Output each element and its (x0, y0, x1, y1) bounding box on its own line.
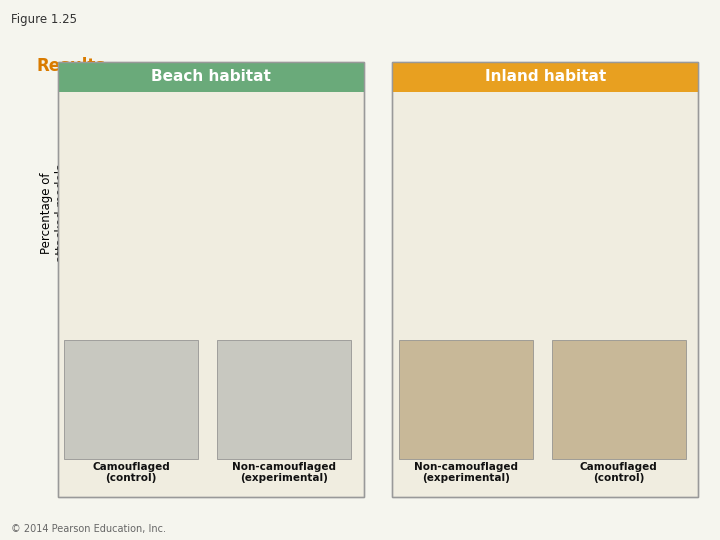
Y-axis label: Percentage of
attacked models: Percentage of attacked models (40, 164, 68, 262)
Text: © 2014 Pearson Education, Inc.: © 2014 Pearson Education, Inc. (11, 523, 166, 534)
Bar (135, 262, 183, 335)
Text: Inland habitat: Inland habitat (485, 70, 606, 84)
Text: Camouflaged
(control): Camouflaged (control) (92, 462, 170, 483)
Text: Figure 1.25: Figure 1.25 (11, 14, 77, 26)
Bar (609, 274, 657, 335)
Text: Non-camouflaged
(experimental): Non-camouflaged (experimental) (232, 462, 336, 483)
Text: Camouflaged
(control): Camouflaged (control) (580, 462, 657, 483)
Text: Results: Results (36, 57, 105, 75)
Bar (250, 152, 299, 335)
Text: Beach habitat: Beach habitat (150, 70, 271, 84)
Bar (493, 152, 542, 335)
Text: Non-camouflaged
(experimental): Non-camouflaged (experimental) (414, 462, 518, 483)
